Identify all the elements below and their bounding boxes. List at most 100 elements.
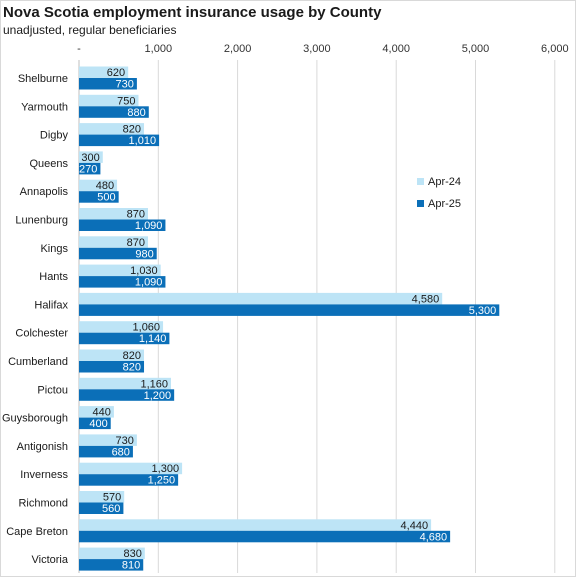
category-label: Lunenburg [15, 215, 68, 227]
data-label-apr24: 1,030 [130, 265, 158, 277]
x-tick-label: 2,000 [224, 43, 252, 55]
bar-apr24 [79, 377, 171, 390]
data-label-apr25: 810 [122, 560, 140, 572]
category-label: Kings [40, 243, 68, 255]
category-label: Victoria [32, 554, 69, 566]
data-label-apr24: 870 [127, 209, 145, 221]
data-label-apr25: 680 [112, 446, 130, 458]
category-label: Halifax [34, 299, 68, 311]
data-label-apr25: 980 [135, 248, 153, 260]
bar-apr25 [79, 78, 137, 90]
bar-apr24 [79, 151, 103, 163]
category-label: Annapolis [20, 186, 69, 198]
bar-apr25 [79, 276, 166, 288]
data-label-apr25: 1,140 [139, 333, 167, 345]
bar-apr24 [79, 123, 145, 135]
bar-apr25 [79, 361, 145, 373]
bar-apr24 [79, 66, 129, 78]
bar-apr24 [79, 462, 183, 475]
bar-apr25 [79, 445, 133, 458]
x-tick-label: 4,000 [382, 43, 410, 55]
category-label: Digby [40, 130, 69, 142]
x-tick-label: 6,000 [541, 43, 569, 55]
data-label-apr24: 830 [123, 548, 141, 560]
x-tick-label: 1,000 [145, 43, 173, 55]
data-label-apr25: 1,090 [135, 277, 163, 289]
data-label-apr24: 1,060 [133, 322, 161, 334]
bar-apr25 [79, 474, 179, 486]
bar-apr25 [79, 389, 175, 401]
bar-apr25 [79, 304, 500, 316]
x-tick-label: 5,000 [462, 43, 490, 55]
category-label: Guysborough [2, 413, 68, 425]
bar-apr25 [79, 559, 144, 571]
data-label-apr25: 730 [116, 79, 134, 91]
category-label: Pictou [37, 384, 68, 396]
data-label-apr24: 480 [96, 180, 114, 192]
bar-apr24 [79, 406, 114, 418]
bar-apr24 [79, 264, 161, 277]
category-label: Antigonish [17, 441, 68, 453]
legend-swatch-apr25 [417, 200, 424, 207]
category-label: Shelburne [18, 73, 68, 85]
data-label-apr25: 1,010 [129, 135, 157, 147]
data-label-apr24: 870 [127, 237, 145, 249]
bar-apr25 [79, 417, 111, 430]
data-label-apr25: 1,200 [144, 390, 172, 402]
bar-apr25 [79, 162, 101, 175]
bar-apr24 [79, 236, 148, 248]
data-label-apr25: 270 [79, 163, 97, 175]
chart-subtitle: unadjusted, regular beneficiaries [3, 23, 177, 37]
data-label-apr24: 4,580 [412, 293, 440, 305]
bar-apr24 [79, 321, 164, 333]
data-label-apr25: 880 [127, 107, 145, 119]
bar-apr25 [79, 530, 451, 543]
category-label: Queens [29, 158, 68, 170]
bar-apr24 [79, 349, 145, 361]
bar-apr25 [79, 502, 124, 514]
bar-apr24 [79, 208, 148, 220]
data-label-apr24: 1,300 [152, 463, 180, 475]
bar-apr25 [79, 106, 149, 118]
category-label: Richmond [18, 498, 68, 510]
data-label-apr24: 440 [93, 407, 111, 419]
data-label-apr24: 730 [116, 435, 134, 447]
data-label-apr25: 1,250 [148, 475, 176, 487]
data-label-apr25: 820 [123, 362, 141, 374]
data-label-apr24: 4,440 [401, 520, 429, 532]
data-label-apr25: 4,680 [420, 531, 448, 543]
data-label-apr24: 300 [81, 152, 99, 164]
legend-swatch-apr24 [417, 178, 424, 185]
bar-apr25 [79, 191, 119, 203]
bar-apr24 [79, 292, 443, 305]
data-label-apr25: 500 [97, 192, 115, 204]
data-label-apr24: 750 [117, 95, 135, 107]
data-label-apr24: 570 [103, 492, 121, 504]
x-tick-label: - [77, 43, 81, 55]
data-label-apr25: 400 [89, 418, 107, 430]
legend-label-apr25: Apr-25 [428, 198, 461, 210]
category-label: Colchester [15, 328, 68, 340]
bar-apr24 [79, 547, 145, 560]
data-label-apr24: 1,160 [140, 378, 168, 390]
data-label-apr25: 560 [102, 503, 120, 515]
bar-apr24 [79, 94, 139, 107]
legend-label-apr24: Apr-24 [428, 176, 461, 188]
data-label-apr25: 5,300 [469, 305, 497, 317]
data-label-apr25: 1,090 [135, 220, 163, 232]
bar-apr24 [79, 179, 118, 192]
category-label: Cape Breton [6, 526, 68, 538]
chart-title: Nova Scotia employment insurance usage b… [3, 4, 382, 21]
bar-apr25 [79, 247, 157, 260]
category-label: Yarmouth [21, 101, 68, 113]
x-tick-label: 3,000 [303, 43, 331, 55]
category-label: Cumberland [8, 356, 68, 368]
bar-apr25 [79, 134, 160, 147]
bar-apr25 [79, 332, 170, 345]
category-label: Inverness [20, 469, 68, 481]
data-label-apr24: 620 [107, 67, 125, 79]
bar-apr24 [79, 491, 125, 503]
category-label: Hants [39, 271, 68, 283]
bar-apr24 [79, 434, 137, 446]
